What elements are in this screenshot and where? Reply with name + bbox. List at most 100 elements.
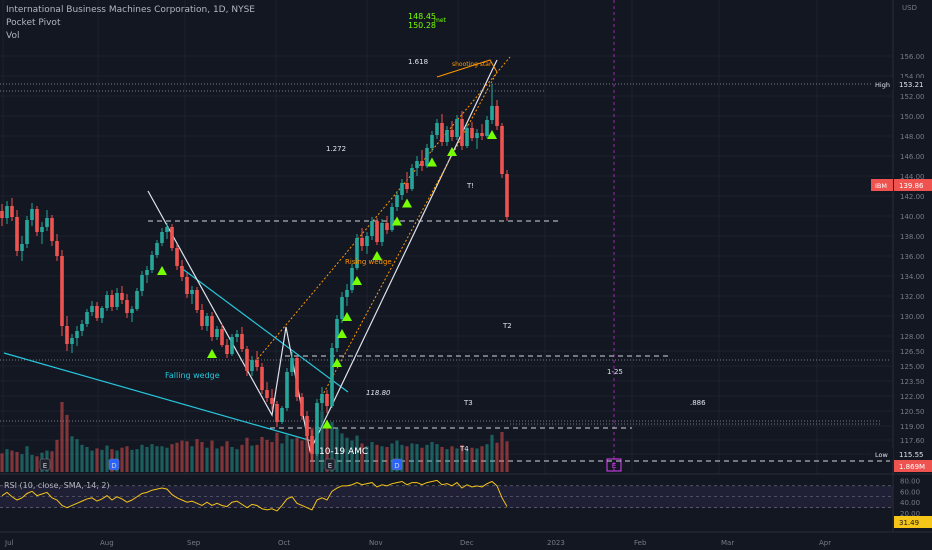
volume-bar [75,439,79,472]
candle-body [110,295,114,307]
candle-body [490,106,494,120]
candle-body [480,133,484,136]
volume-bar [330,422,334,472]
volume-bar [150,444,154,472]
low-price-tag-label-box [871,448,893,460]
candle-body [290,358,294,372]
volume-bar [155,446,159,472]
candle-body [405,183,409,189]
event-marker [39,458,51,471]
price-candles [0,84,509,461]
volume-bar [125,446,129,472]
candle-body [45,218,49,227]
volume-bar [465,449,469,472]
candle-body [50,218,54,241]
candle-body [10,206,14,217]
volume-bar [390,443,394,472]
candle-body [90,306,94,312]
candle-body [135,291,139,309]
last-price-tag-value: 139.86 [899,182,924,190]
candle-body [5,206,9,218]
chart-legend: International Business Machines Corporat… [6,4,255,43]
target-1-label: T! [466,182,474,190]
price-tick-label: 136.00 [900,253,925,261]
candle-body [325,394,329,406]
pocket-pivot-marker [322,419,332,429]
pocket-pivot-marker [372,251,382,260]
volume-bar [485,444,489,472]
volume-bar [445,449,449,472]
volume-bar [305,436,309,472]
candle-body [385,223,389,230]
price-tick-label: 126.50 [900,348,925,356]
price-tick-label: 154.00 [900,73,925,81]
candle-body [145,270,149,275]
event-marker [324,458,336,471]
volume-bar [325,426,329,472]
pocket-pivot-marker [427,157,437,167]
candle-body [240,334,244,349]
candle-body [85,312,89,324]
volume-bar [220,446,224,472]
fib-1272-label: 1.272 [326,145,346,153]
volume-bar [180,440,184,472]
price-tick-label: 120.50 [900,408,925,416]
time-tick-label: Jul [4,539,14,547]
volume-bar [355,435,359,472]
candle-body [335,319,339,348]
volume-bar [250,445,254,472]
volume-bar [260,437,264,472]
target-4-label: T4 [459,445,469,453]
event-marker-label: D [394,462,399,470]
rsi-value-tag-value-box [894,516,932,528]
candle-body [150,255,154,270]
candle-body [265,390,269,398]
candle-body [430,135,434,148]
high-price-tag-value: 153.21 [899,81,924,89]
time-tick-label: Aug [100,539,114,547]
volume-bar [290,439,294,472]
volume-bar [25,446,29,472]
falling-wedge-upper-line [179,266,349,393]
candle-body [160,232,164,243]
pocket-pivot-marker [447,147,457,156]
rsi-legend: RSI (10, close, SMA, 14, 2) [4,481,110,490]
rsi-value-tag-value: 31.49 [899,519,919,527]
event-marker [108,458,120,471]
shooting-star-outline [436,59,498,78]
volume-bar [430,442,434,472]
price-tick-label: 152.00 [900,93,925,101]
volume-bar [0,453,4,472]
candle-body [350,268,354,290]
candle-body [105,295,109,308]
last-price-tag-value-box [894,179,932,191]
pocket-pivot-marker [207,349,217,358]
volume-bar [140,444,144,472]
volume-bar [385,447,389,472]
high-price-tag-value-box [894,78,932,90]
rsi-tick-label: 60.00 [900,488,920,496]
low-price-tag-value: 115.55 [899,451,924,459]
volume-bar [410,443,414,472]
volume-bar [420,447,424,472]
level-11880-label: 118.80 [366,389,391,397]
candle-body [130,309,134,313]
volume-bar [345,437,349,472]
volume-bar [240,444,244,472]
volume-bar [145,447,149,472]
volume-bar [295,437,299,472]
candle-body [80,324,84,331]
candle-body [315,403,319,454]
volume-bar [395,440,399,472]
volume-bar [90,450,94,472]
volume-bar [490,434,494,472]
candle-body [15,217,19,251]
candle-body [295,358,299,397]
event-marker-label: E [328,462,332,470]
event-marker-label: D [111,462,116,470]
volume-bar [210,440,214,472]
volume-bar [15,452,19,472]
candle-body [210,316,214,337]
